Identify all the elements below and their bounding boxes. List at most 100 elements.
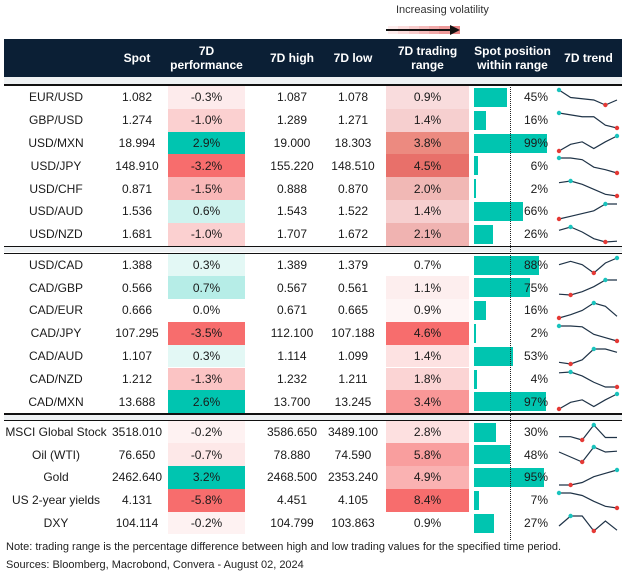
trend-line (558, 226, 618, 243)
trend-line (559, 423, 617, 441)
position-percent: 16% (523, 113, 548, 128)
high-value: 1.114 (277, 349, 307, 364)
spot-value: 0.871 (121, 181, 153, 196)
instrument-name: CAD/NZD (29, 371, 83, 386)
spot-value: 1.082 (121, 90, 153, 105)
trading-range-value: 1.4% (386, 200, 469, 223)
trend-high-marker (591, 422, 596, 427)
trend-low-marker (603, 102, 608, 108)
high-value: 112.100 (270, 326, 314, 341)
instrument-name: Gold (43, 470, 69, 485)
low-value: 0.561 (337, 280, 369, 295)
high-value: 4.451 (276, 493, 308, 508)
high-value: 104.799 (270, 516, 314, 531)
position-bar (474, 323, 476, 343)
trend-high-marker (603, 201, 608, 207)
trend-sparkline (559, 422, 617, 442)
trend-line (558, 135, 618, 152)
low-value: 1.099 (337, 349, 369, 364)
instrument-name: USD/AUD (28, 204, 83, 219)
trend-line (559, 469, 618, 486)
trend-low-marker (614, 384, 620, 389)
trend-high-marker (591, 300, 596, 306)
position-bar (474, 468, 545, 488)
table-row: CAD/JPY 107.295 -3.5% 112.100 107.188 4.6% 2% (4, 321, 622, 345)
instrument-name: USD/NZD (29, 227, 83, 242)
position-percent: 6% (530, 158, 548, 173)
header-7d-high: 7D high (270, 51, 314, 65)
header-7d-trading-range: 7D trading range (397, 44, 458, 72)
table-row: CAD/AUD 1.107 0.3% 1.114 1.099 1.4% 53% (4, 344, 622, 368)
instrument-name: GBP/USD (28, 113, 83, 128)
trading-range-value: 2.0% (386, 177, 469, 200)
trend-line (559, 157, 618, 174)
low-value: 1.271 (337, 113, 369, 128)
low-value: 1.078 (337, 90, 369, 105)
trend-high-marker (556, 87, 562, 93)
table-row: USD/MXN 18.994 2.9% 19.000 18.303 3.8% 99% (4, 131, 622, 155)
trading-range-value: 2.1% (386, 222, 469, 246)
low-value: 1.672 (337, 227, 369, 242)
trend-high-marker (568, 369, 573, 374)
table-row: CAD/MXN 13.688 2.6% 13.700 13.245 3.4% 97% (4, 390, 622, 414)
trend-low-marker (614, 338, 620, 344)
table-row: US 2-year yields 4.131 -5.8% 4.451 4.105 8.4%… (4, 488, 622, 512)
high-value: 1.087 (276, 90, 308, 105)
low-value: 74.590 (334, 447, 372, 462)
trend-high-marker (556, 490, 562, 496)
divider (4, 419, 622, 421)
trend-line (558, 279, 617, 296)
trading-range-value: 3.8% (386, 131, 469, 155)
position-percent: 75% (523, 280, 548, 295)
instrument-name: CAD/AUD (28, 349, 83, 364)
sources: Sources: Bloomberg, Macrobond, Convera -… (6, 559, 304, 571)
trend-sparkline (558, 513, 618, 533)
trading-range-value: 4.5% (386, 154, 469, 178)
spot-value: 3518.010 (111, 424, 163, 439)
trading-range-value: 0.9% (386, 511, 469, 535)
position-percent: 97% (523, 394, 548, 409)
performance-value: -0.3% (168, 86, 245, 109)
trend-line (558, 89, 618, 106)
trading-range-value: 1.8% (386, 367, 469, 391)
high-value: 1.389 (276, 257, 308, 272)
performance-value: 0.0% (168, 299, 245, 322)
performance-value: 2.6% (168, 390, 245, 414)
trend-high-marker (614, 467, 620, 473)
position-percent: 26% (523, 227, 548, 242)
trend-low-marker (568, 293, 573, 298)
low-value: 3489.100 (327, 424, 379, 439)
trend-sparkline (558, 445, 618, 465)
performance-value: 0.3% (168, 344, 245, 368)
spot-value: 1.274 (121, 113, 153, 128)
performance-value: -3.2% (168, 154, 245, 178)
table-row: MSCI Global Stock 3518.010 -0.2% 3586.650 34… (4, 420, 622, 444)
spot-value: 1.388 (121, 257, 153, 272)
trend-low-marker (614, 125, 620, 130)
trend-line (558, 393, 618, 410)
position-percent: 27% (523, 516, 548, 531)
performance-value: 2.9% (168, 131, 245, 155)
trend-high-marker (603, 278, 608, 283)
trend-low-marker (614, 505, 620, 511)
high-value: 19.000 (273, 135, 311, 150)
header-7d-performance: 7D performance (170, 44, 243, 72)
trend-high-marker (614, 392, 620, 397)
trading-range-value: 1.4% (386, 108, 469, 132)
trend-low-marker (568, 482, 573, 488)
trend-sparkline (556, 392, 620, 412)
low-value: 0.870 (337, 181, 369, 196)
trend-low-marker (556, 216, 562, 222)
trading-range-value: 0.9% (386, 86, 469, 109)
low-value: 107.188 (331, 326, 375, 341)
table-row: Oil (WTI) 76.650 -0.7% 78.880 74.590 5.8% 48% (4, 443, 622, 467)
table-row: USD/JPY 148.910 -3.2% 155.220 148.510 4.5% 6% (4, 154, 622, 178)
trend-high-marker (556, 323, 562, 329)
position-bar (474, 346, 514, 366)
trend-line (558, 515, 618, 532)
position-bar (474, 490, 480, 510)
trend-sparkline (556, 490, 620, 511)
instrument-name: EUR/USD (28, 90, 83, 105)
trading-range-value: 3.4% (386, 390, 469, 414)
performance-value: -0.2% (168, 420, 245, 444)
